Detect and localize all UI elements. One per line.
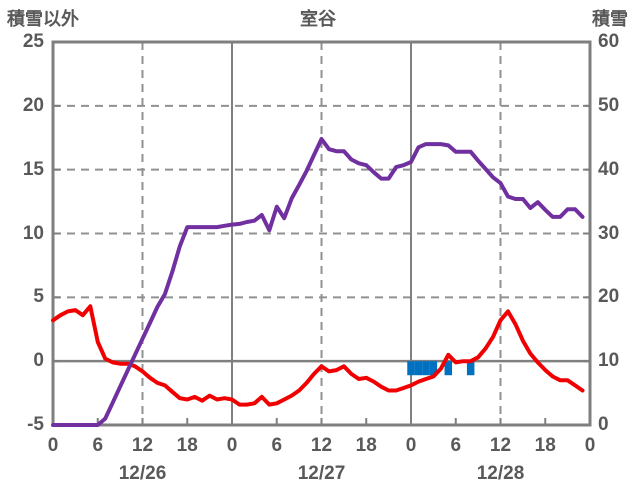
y-left-tick-label: 20 <box>22 94 44 116</box>
x-hour-tick-label: 6 <box>450 435 462 456</box>
x-hour-tick-label: 18 <box>176 435 198 456</box>
y-right-tick-label: 20 <box>598 286 620 308</box>
x-date-label: 12/26 <box>118 463 167 484</box>
blue-bar <box>466 361 475 376</box>
y-right-tick-label: 50 <box>598 94 620 116</box>
y-left-tick-label: 10 <box>22 222 44 244</box>
y-left-tick-label: -5 <box>27 414 44 435</box>
y-left-tick-label: 0 <box>33 350 44 372</box>
x-hour-tick-label: 6 <box>271 435 283 456</box>
x-hour-tick-label: 0 <box>405 435 417 456</box>
blue-bar <box>414 361 423 376</box>
x-hour-tick-label: 6 <box>92 435 104 456</box>
blue-bar <box>407 361 415 376</box>
blue-bar <box>444 361 453 376</box>
x-hour-tick-label: 0 <box>47 435 59 456</box>
y-right-tick-label: 60 <box>598 31 620 52</box>
y-left-tick-label: 25 <box>22 31 44 52</box>
chart-title: 室谷 <box>300 9 336 29</box>
y-right-tick-label: 40 <box>598 158 620 180</box>
x-hour-tick-label: 0 <box>226 435 238 456</box>
x-hour-tick-label: 12 <box>131 435 154 456</box>
x-hour-tick-label: 12 <box>489 435 512 456</box>
left-axis-title: 積雪以外 <box>7 9 79 29</box>
blue-bar <box>422 361 430 376</box>
y-left-tick-label: 5 <box>33 286 44 308</box>
y-right-tick-label: 10 <box>598 350 620 372</box>
y-left-tick-label: 15 <box>22 158 44 180</box>
x-hour-tick-label: 18 <box>534 435 556 456</box>
x-date-label: 12/28 <box>476 463 525 484</box>
right-axis-title: 積雪 <box>592 9 628 29</box>
y-right-tick-label: 30 <box>598 222 620 244</box>
x-date-label: 12/27 <box>297 463 346 484</box>
blue-bar <box>429 361 438 376</box>
x-hour-tick-label: 0 <box>584 435 596 456</box>
purple-line <box>51 137 585 427</box>
x-hour-tick-label: 12 <box>310 435 333 456</box>
red-line <box>51 304 585 407</box>
y-right-tick-label: 0 <box>598 414 609 435</box>
x-hour-tick-label: 18 <box>355 435 377 456</box>
